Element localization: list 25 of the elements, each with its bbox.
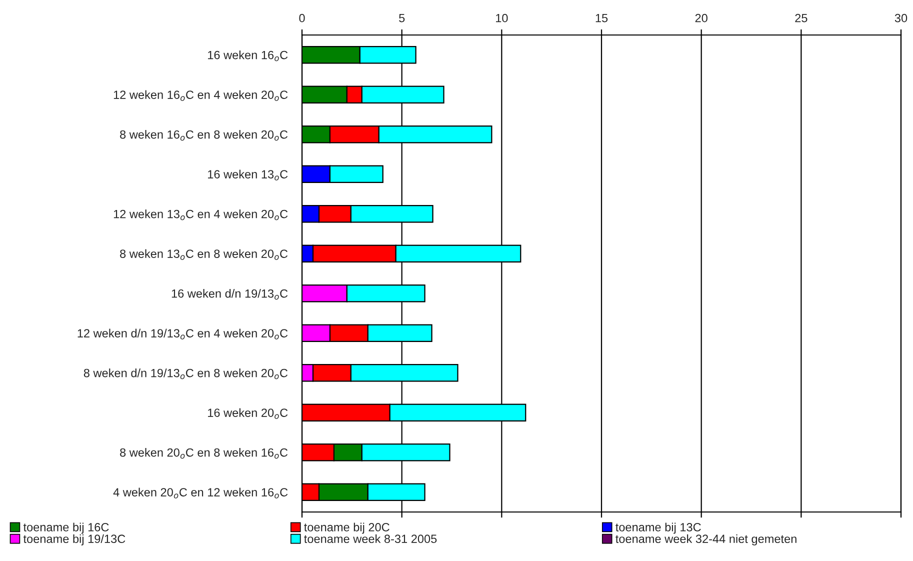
legend-label: toename bij 13C: [616, 522, 701, 534]
y-tick-label: 4 weken 20$_{o}$C en 12 weken 16$_{o}$C: [113, 488, 288, 498]
y-tick-label: 8 weken d/n 19/13$_{o}$C en 8 weken 20$_{o}$C: [84, 368, 288, 380]
y-tick-label: 8 weken 20$_{o}$C en 8 weken 16$_{o}$C: [120, 448, 288, 459]
y-tick-label: 8 weken 16$_{o}$C en 8 weken 20$_{o}$C: [120, 130, 288, 141]
x-tick-label: 15: [596, 14, 608, 22]
legend-label: toename week 8-31 2005: [304, 534, 437, 544]
x-tick-label: 5: [399, 14, 405, 22]
legend-label: toename bij 20C: [304, 522, 390, 534]
x-tick-label: 20: [695, 14, 708, 22]
y-tick-label: 12 weken d/n 19/13$_{o}$C en 4 weken 20$_{o}$C: [78, 328, 288, 340]
y-tick-label: 16 weken 20$_{o}$C: [208, 408, 288, 419]
y-tick-label: 16 weken 13$_{o}$C: [208, 170, 288, 180]
x-tick-label: 10: [496, 14, 508, 22]
x-tick-label: 25: [795, 14, 808, 22]
x-tick-label: 0: [299, 14, 305, 22]
y-tick-label: 12 weken 16$_{o}$C en 4 weken 20$_{o}$C: [114, 90, 288, 101]
legend-label: toename week 32-44 niet gemeten: [616, 534, 796, 546]
legend-label: toename bij 16C: [23, 522, 109, 534]
legend-label: toename bij 19/13C: [23, 534, 126, 546]
y-tick-label: 12 weken 13$_{o}$C en 4 weken 20$_{o}$C: [114, 210, 288, 220]
y-tick-label: 8 weken 13$_{o}$C en 8 weken 20$_{o}$C: [120, 249, 288, 260]
y-tick-label: 16 weken 16$_{o}$C: [208, 50, 288, 62]
x-tick-label: 30: [894, 14, 908, 22]
y-tick-label: 16 weken d/n 19/13$_{o}$C: [172, 289, 288, 300]
